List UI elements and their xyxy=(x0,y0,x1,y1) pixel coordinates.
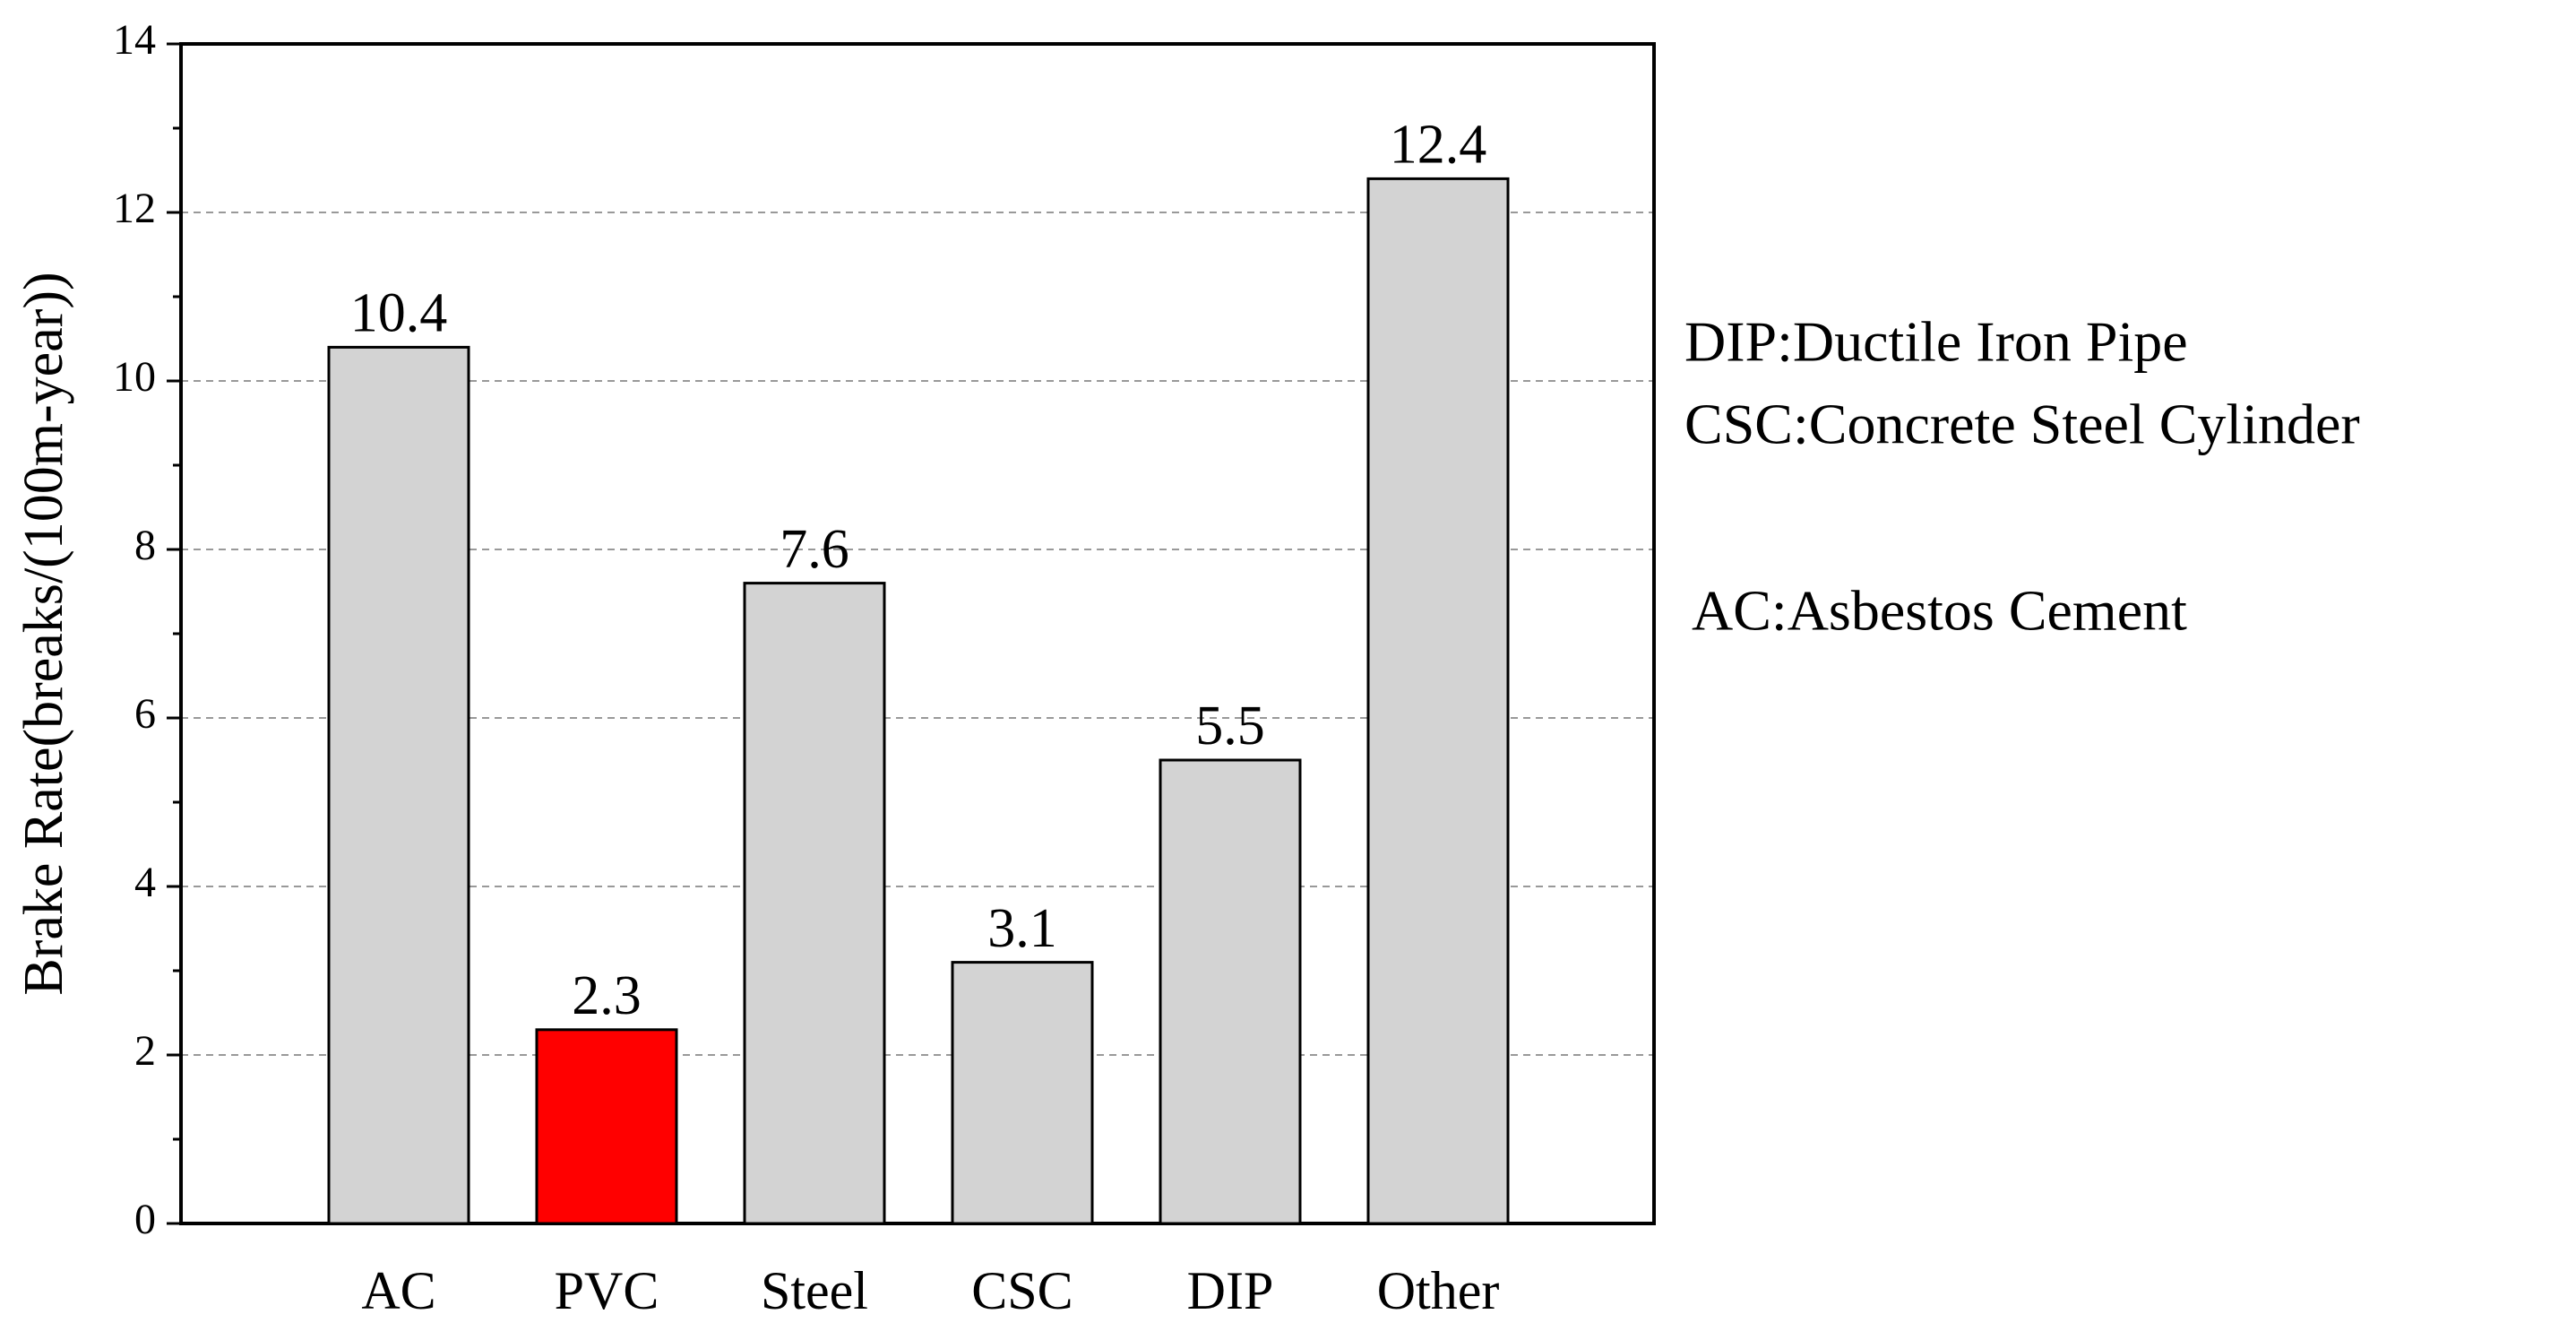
annotation: DIP:Ductile Iron Pipe xyxy=(1684,310,2188,374)
bar xyxy=(1159,758,1302,1225)
annotation: AC:Asbestos Cement xyxy=(1692,579,2187,643)
data-label: 2.3 xyxy=(572,965,642,1026)
x-tick-label: DIP xyxy=(1187,1261,1274,1320)
y-tick-label: 14 xyxy=(113,16,156,64)
x-tick-label: PVC xyxy=(555,1261,659,1320)
y-tick-label: 6 xyxy=(134,690,156,738)
bar xyxy=(951,961,1094,1225)
bar xyxy=(327,345,470,1225)
y-tick-label: 12 xyxy=(113,185,156,232)
annotation: CSC:Concrete Steel Cylinder xyxy=(1684,393,2360,456)
bar xyxy=(1366,177,1510,1225)
data-label: 3.1 xyxy=(987,898,1057,959)
x-tick-label: Other xyxy=(1377,1261,1500,1320)
plot-frame xyxy=(179,42,1656,1225)
bar xyxy=(535,1028,678,1225)
bar xyxy=(743,582,886,1225)
data-label: 10.4 xyxy=(350,283,448,344)
y-tick-label: 10 xyxy=(113,353,156,401)
x-tick-label: Steel xyxy=(761,1261,868,1320)
data-label: 5.5 xyxy=(1195,696,1265,756)
y-tick-label: 0 xyxy=(134,1196,156,1243)
x-tick-label: AC xyxy=(361,1261,435,1320)
y-tick-label: 4 xyxy=(134,859,156,906)
y-tick-label: 8 xyxy=(134,522,156,569)
y-tick-label: 2 xyxy=(134,1027,156,1075)
x-tick-label: CSC xyxy=(971,1261,1073,1320)
data-label: 7.6 xyxy=(780,519,849,580)
data-label: 12.4 xyxy=(1390,115,1487,176)
y-axis-label: Brake Rate(breaks/(100m-year)) xyxy=(13,272,74,995)
